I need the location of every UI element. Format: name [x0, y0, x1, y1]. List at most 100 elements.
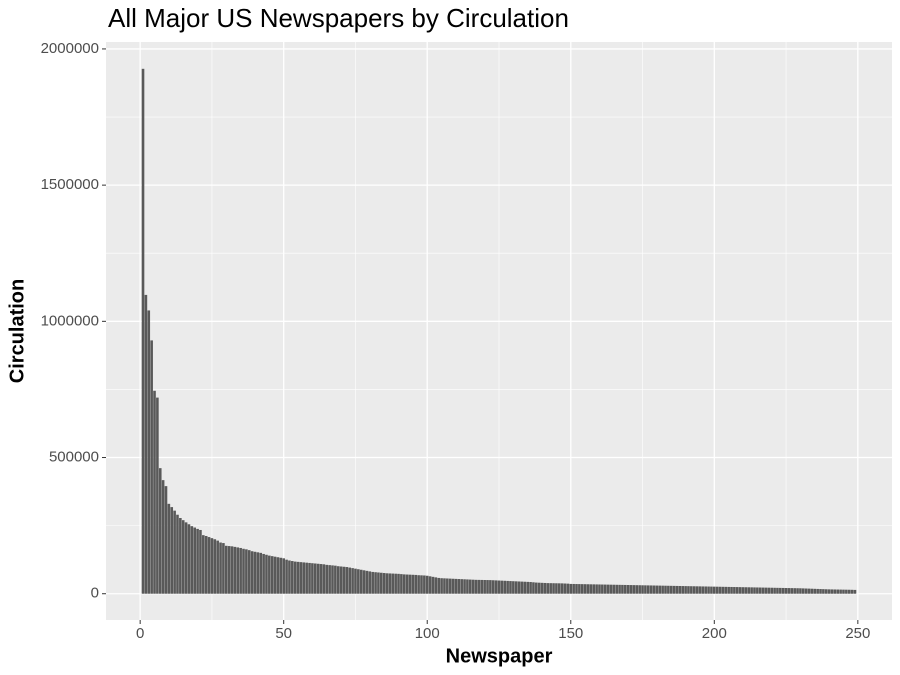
- bar: [365, 570, 369, 594]
- bar: [684, 586, 687, 594]
- bar: [471, 579, 475, 594]
- bar: [483, 579, 486, 594]
- bar: [718, 586, 722, 594]
- bar: [451, 578, 455, 594]
- bar: [758, 587, 762, 594]
- x-tick-label: 150: [558, 625, 583, 642]
- bar: [239, 547, 242, 594]
- chart-title: All Major US Newspapers by Circulation: [108, 3, 569, 33]
- bar: [420, 575, 423, 594]
- bar: [535, 582, 538, 594]
- bar: [247, 550, 251, 594]
- bar: [773, 587, 776, 594]
- bar: [692, 586, 696, 594]
- x-tick-label: 200: [702, 625, 727, 642]
- bar: [770, 587, 774, 594]
- bar: [646, 585, 650, 594]
- x-tick-label: 0: [136, 625, 144, 642]
- bar: [601, 584, 604, 594]
- bar: [334, 565, 337, 594]
- bar: [388, 573, 392, 594]
- bar: [781, 587, 785, 594]
- bar: [288, 560, 291, 594]
- bar: [397, 573, 400, 594]
- bar: [526, 581, 529, 594]
- bar: [707, 586, 710, 594]
- bar: [537, 582, 541, 594]
- bar: [431, 576, 435, 594]
- bar: [380, 572, 383, 594]
- bar: [207, 537, 211, 594]
- bar: [497, 580, 501, 594]
- bar: [144, 294, 148, 594]
- bar: [532, 582, 535, 594]
- bar: [603, 584, 607, 594]
- bar: [847, 589, 851, 594]
- bar: [167, 503, 171, 594]
- bar: [589, 584, 593, 594]
- bar: [698, 586, 702, 594]
- bar: [489, 580, 492, 594]
- bar: [787, 588, 791, 594]
- bar: [804, 588, 808, 594]
- bar: [724, 586, 728, 594]
- bar: [615, 584, 618, 594]
- bar: [606, 584, 610, 594]
- bar: [187, 524, 191, 594]
- bar: [713, 586, 716, 594]
- bar: [569, 583, 573, 594]
- bar: [216, 540, 219, 594]
- bar: [236, 547, 240, 594]
- bar: [566, 583, 570, 594]
- bar: [282, 558, 285, 594]
- bar: [477, 579, 481, 594]
- bar: [612, 584, 616, 594]
- bar: [173, 510, 176, 594]
- bar: [681, 586, 685, 594]
- bar: [331, 565, 334, 594]
- bar: [761, 587, 765, 594]
- bar: [259, 552, 263, 594]
- bar: [575, 584, 578, 594]
- bar: [669, 585, 673, 594]
- bar: [845, 589, 848, 594]
- bar: [181, 520, 185, 594]
- bar: [469, 579, 472, 594]
- bar: [184, 522, 188, 594]
- bar: [299, 562, 303, 594]
- x-tick-label: 100: [415, 625, 440, 642]
- bar: [839, 589, 842, 594]
- bar: [827, 589, 831, 594]
- bar: [644, 585, 647, 594]
- bar: [750, 587, 753, 594]
- bar: [256, 552, 260, 594]
- y-axis-title: Circulation: [6, 279, 28, 383]
- bar: [822, 589, 825, 594]
- bar: [540, 582, 544, 594]
- bar: [262, 553, 265, 594]
- bar: [253, 551, 257, 594]
- bar: [626, 585, 630, 594]
- bar: [514, 581, 518, 594]
- bar: [486, 580, 489, 594]
- bar: [305, 562, 308, 594]
- bar: [776, 587, 779, 594]
- bar: [618, 584, 621, 594]
- bar: [362, 570, 366, 594]
- bar: [595, 584, 598, 594]
- bar: [764, 587, 768, 594]
- bar: [202, 535, 205, 594]
- bar: [158, 468, 162, 594]
- y-tick-label: 500000: [49, 448, 99, 465]
- bar: [506, 580, 509, 594]
- bar: [661, 585, 664, 594]
- bar: [549, 583, 552, 594]
- bar: [592, 584, 596, 594]
- bar: [463, 579, 466, 594]
- y-tick-label: 1500000: [41, 176, 99, 193]
- bar: [741, 587, 745, 594]
- bar: [678, 585, 682, 594]
- bar: [224, 545, 228, 594]
- bar: [156, 397, 159, 594]
- bar: [176, 514, 179, 594]
